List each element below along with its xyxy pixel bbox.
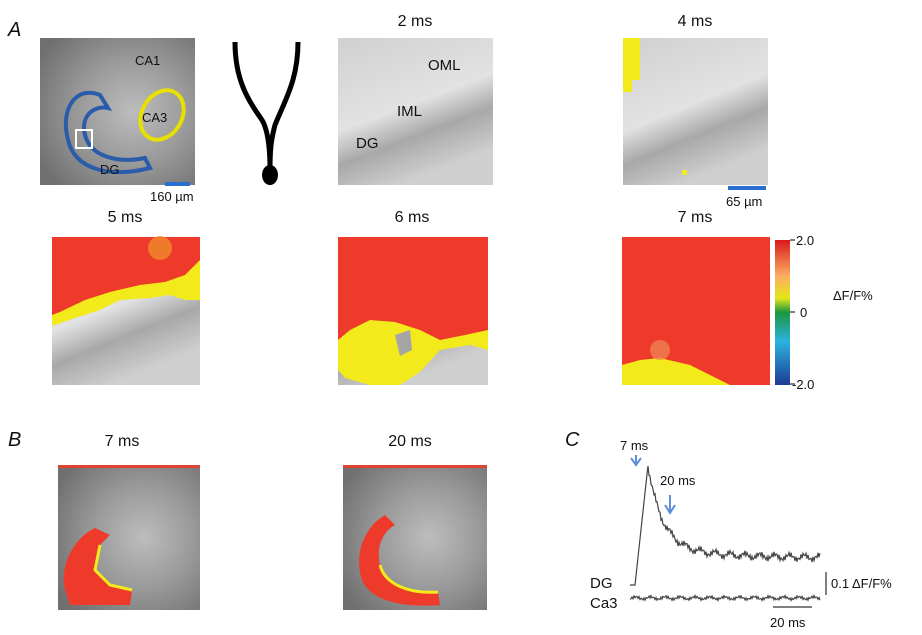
- layer-label: IML: [397, 103, 422, 120]
- activity-patch: [338, 237, 488, 340]
- frame-title: 7 ms: [105, 433, 140, 450]
- colorbar-tick-label: 0: [800, 305, 807, 320]
- anatomy-label: CA1: [135, 53, 160, 68]
- trace: [630, 466, 820, 585]
- activity-patch: [343, 465, 487, 468]
- activity-patch: [650, 340, 670, 360]
- marker-arrow: [665, 495, 675, 513]
- frame-title: 20 ms: [388, 433, 432, 450]
- activity-patch: [682, 170, 687, 175]
- layer-label: DG: [356, 135, 379, 152]
- frame-title: 6 ms: [395, 209, 430, 226]
- trace-label: DG: [590, 575, 613, 592]
- panel-letter: C: [565, 429, 580, 451]
- neuron-soma: [262, 165, 278, 185]
- scale-label: 65 µm: [726, 194, 762, 209]
- neuron-drawing: [235, 42, 298, 170]
- frame-title: 4 ms: [678, 13, 713, 30]
- colorbar-label: ΔF/F%: [833, 288, 873, 303]
- scale-label: 20 ms: [770, 615, 806, 630]
- activity-patch: [58, 465, 200, 468]
- marker-arrow: [631, 455, 641, 465]
- panel-letter: A: [7, 19, 21, 41]
- layer-label: OML: [428, 57, 461, 74]
- anatomy-label: CA3: [142, 110, 167, 125]
- frame-title: 2 ms: [398, 13, 433, 30]
- scale-label: 160 µm: [150, 189, 194, 204]
- colorbar-tick-label: -2.0: [792, 377, 814, 392]
- figure: A CA1 CA3 DG 160 µm 2 ms OML IML DG 4 ms…: [0, 0, 922, 635]
- trace: [630, 596, 820, 601]
- marker-label: 7 ms: [620, 438, 649, 453]
- activity-patch: [148, 236, 172, 260]
- colorbar: [775, 240, 790, 385]
- trace-label: Ca3: [590, 595, 618, 612]
- frame-title: 7 ms: [678, 209, 713, 226]
- scale-label: 0.1 ΔF/F%: [831, 576, 892, 591]
- frame-title: 5 ms: [108, 209, 143, 226]
- anatomy-label: DG: [100, 162, 120, 177]
- panel-letter: B: [8, 429, 21, 451]
- marker-label: 20 ms: [660, 473, 696, 488]
- frame-image: [623, 38, 768, 185]
- colorbar-tick-label: 2.0: [796, 233, 814, 248]
